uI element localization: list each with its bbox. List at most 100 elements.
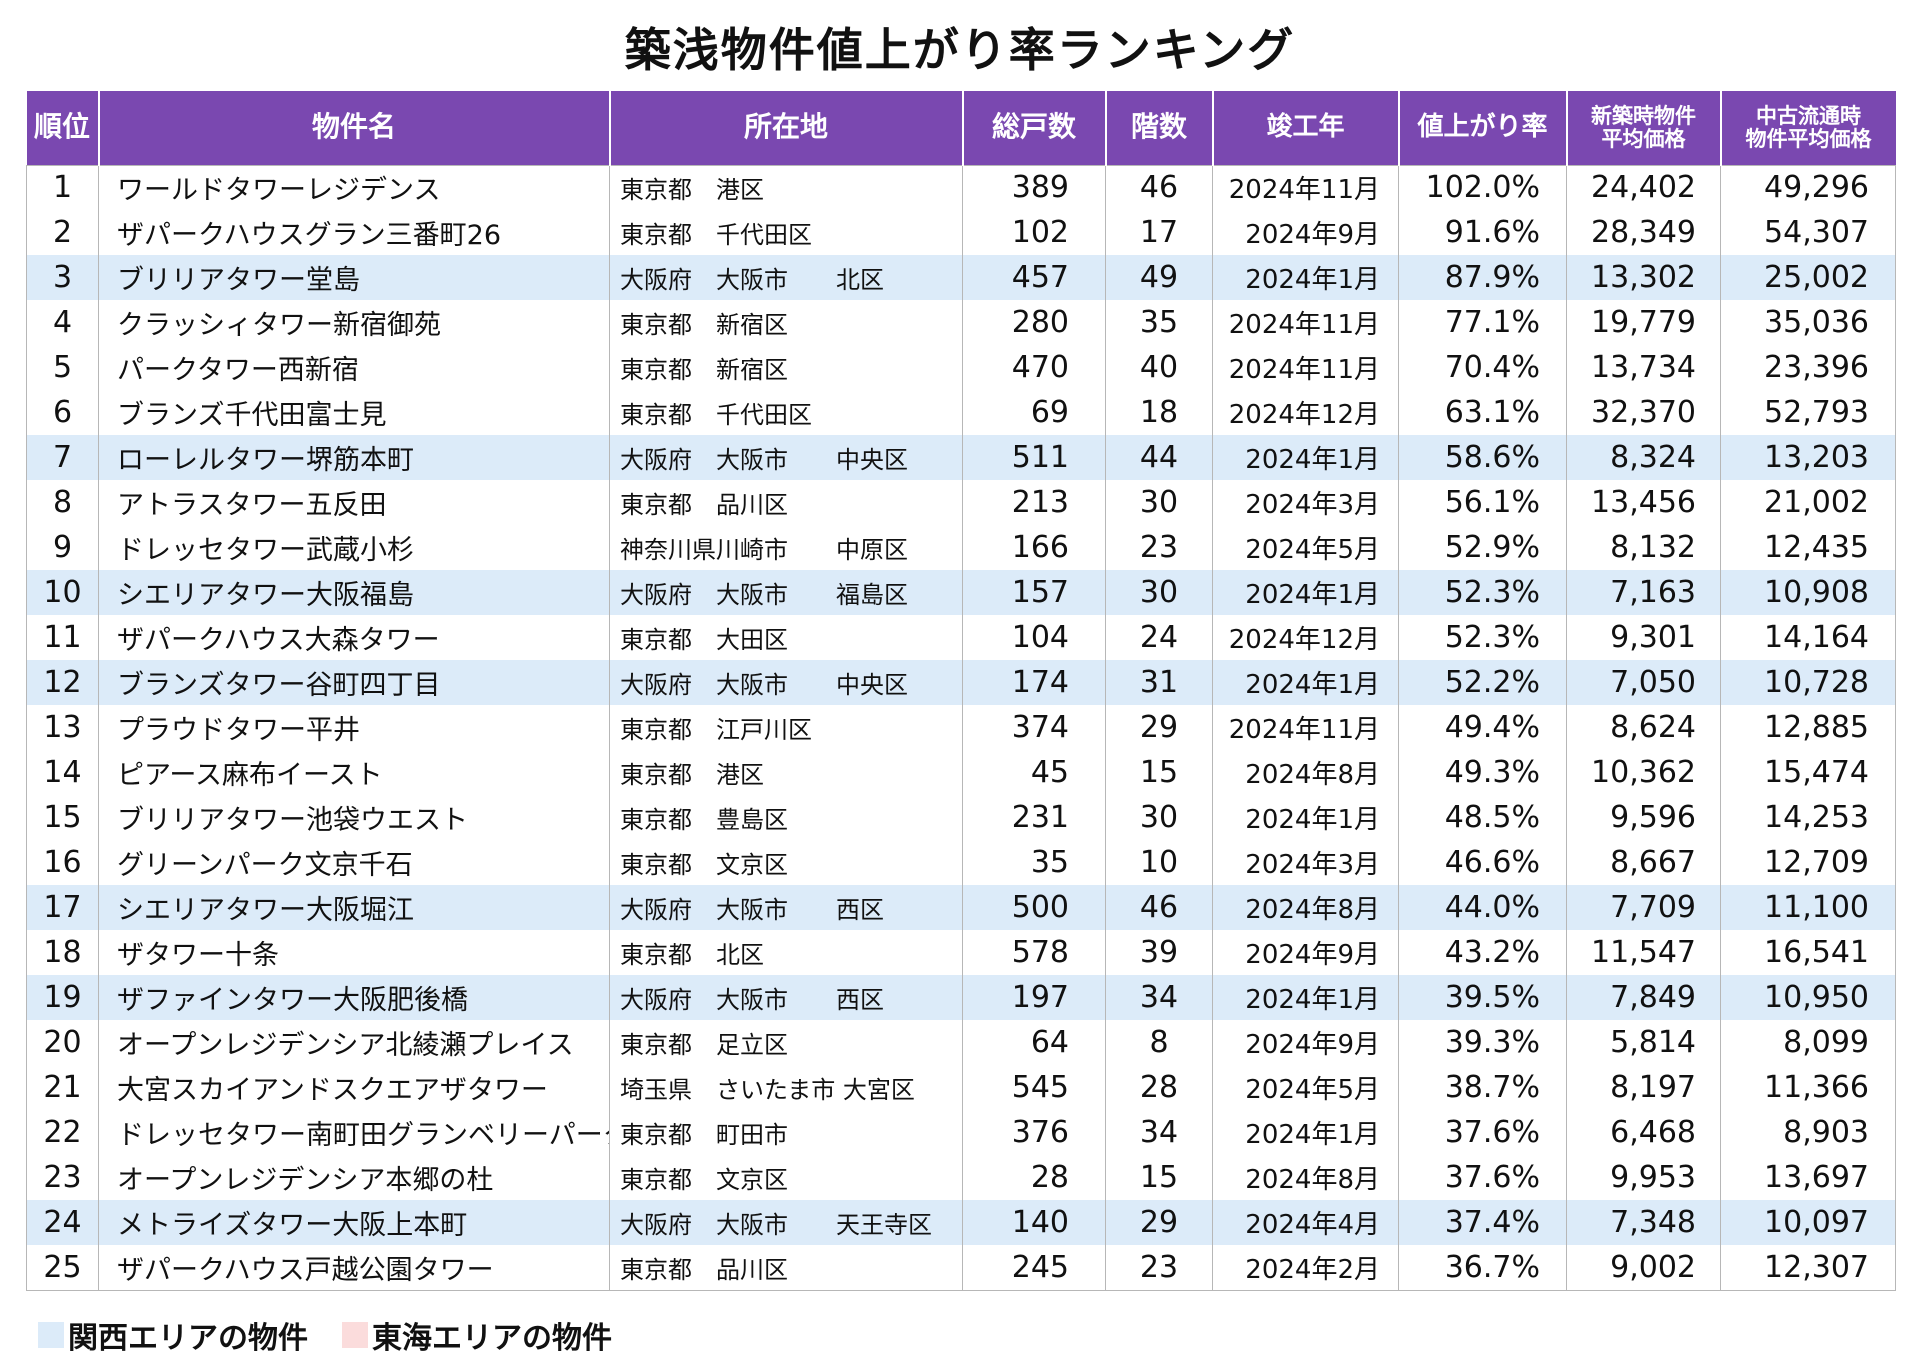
cell-new-price: 9,002	[1566, 1245, 1721, 1290]
ranking-table-container: 順位 物件名 所在地 総戸数 階数 竣工年 値上がり率 新築時物件 平均価格 中…	[26, 91, 1896, 1291]
cell-location: 大阪府 大阪市 西区	[609, 975, 963, 1020]
header-rank: 順位	[26, 91, 100, 165]
table-row: 7 ローレルタワー堺筋本町 大阪府 大阪市 中央区 511 44 2024年1月 58.6%…	[26, 435, 1896, 480]
cell-new-price: 28,349	[1566, 210, 1721, 255]
cell-property-name: ザパークハウス大森タワー	[98, 615, 610, 660]
cell-rank: 18	[26, 930, 99, 975]
cell-location: 東京都 大田区	[609, 615, 963, 660]
cell-completed: 2024年1月	[1212, 975, 1399, 1020]
cell-location: 東京都 町田市	[609, 1110, 963, 1155]
cell-used-price: 11,100	[1720, 885, 1896, 930]
cell-units: 104	[962, 615, 1106, 660]
cell-property-name: ザパークハウスグラン三番町26	[98, 210, 610, 255]
table-row: 21 大宮スカイアンドスクエアザタワー 埼玉県 さいたま市 大宮区 545 28 2024…	[26, 1065, 1896, 1110]
cell-floors: 18	[1105, 390, 1213, 435]
cell-rate: 52.3%	[1398, 570, 1567, 615]
cell-units: 213	[962, 480, 1106, 525]
legend-label-tokai: 東海エリアの物件	[372, 1321, 612, 1356]
cell-location: 東京都 品川区	[609, 480, 963, 525]
cell-new-price: 8,197	[1566, 1065, 1721, 1110]
cell-units: 280	[962, 300, 1106, 345]
cell-floors: 8	[1105, 1020, 1213, 1065]
table-row: 13 プラウドタワー平井 東京都 江戸川区 374 29 2024年11月 49.4% 8,6…	[26, 705, 1896, 750]
cell-units: 457	[962, 255, 1106, 300]
cell-property-name: ローレルタワー堺筋本町	[98, 435, 610, 480]
cell-rate: 56.1%	[1398, 480, 1567, 525]
cell-new-price: 8,624	[1566, 705, 1721, 750]
cell-location: 東京都 品川区	[609, 1245, 963, 1290]
cell-rank: 8	[26, 480, 99, 525]
cell-location: 東京都 豊島区	[609, 795, 963, 840]
cell-new-price: 7,849	[1566, 975, 1721, 1020]
table-row: 9 ドレッセタワー武蔵小杉 神奈川県川崎市 中原区 166 23 2024年5月 52.9%…	[26, 525, 1896, 570]
cell-completed: 2024年3月	[1212, 840, 1399, 885]
cell-new-price: 13,456	[1566, 480, 1721, 525]
table-row: 25 ザパークハウス戸越公園タワー 東京都 品川区 245 23 2024年2月 36.7%…	[26, 1245, 1896, 1290]
cell-used-price: 21,002	[1764, 485, 1869, 520]
header-name: 物件名	[98, 91, 611, 165]
cell-rate: 49.4%	[1398, 705, 1567, 750]
legend-swatch-kansai	[38, 1322, 64, 1348]
ranking-table: 順位 物件名 所在地 総戸数 階数 竣工年 値上がり率 新築時物件 平均価格 中…	[26, 91, 1896, 1291]
table-row: 5 パークタワー西新宿 東京都 新宿区 470 40 2024年11月 70.4% 13,73…	[26, 345, 1896, 390]
cell-rate: 38.7%	[1398, 1065, 1567, 1110]
cell-rank: 2	[26, 210, 99, 255]
cell-floors: 30	[1105, 480, 1213, 525]
cell-floors: 10	[1105, 840, 1213, 885]
cell-rank: 16	[26, 840, 99, 885]
cell-new-price: 7,163	[1566, 570, 1721, 615]
cell-floors: 17	[1105, 210, 1213, 255]
cell-floors: 34	[1105, 975, 1213, 1020]
cell-new-price: 13,734	[1566, 345, 1721, 390]
cell-location: 東京都 新宿区	[609, 300, 963, 345]
cell-used-price: 10,097	[1720, 1200, 1896, 1245]
table-row: 17 シエリアタワー大阪堀江 大阪府 大阪市 西区 500 46 2024年8月 44.0%…	[26, 885, 1896, 930]
cell-location: 大阪府 大阪市 北区	[609, 255, 963, 300]
cell-rank: 17	[26, 885, 99, 930]
header-used-price-line2: 物件平均価格	[1745, 126, 1872, 151]
cell-completed: 2024年11月	[1212, 345, 1399, 390]
cell-used-price: 52,793	[1764, 395, 1869, 430]
cell-floors: 15	[1105, 1155, 1213, 1200]
cell-floors: 24	[1105, 615, 1213, 660]
cell-floors: 30	[1105, 570, 1213, 615]
cell-new-price: 9,301	[1566, 615, 1721, 660]
cell-completed: 2024年1月	[1212, 1110, 1399, 1155]
cell-rank: 12	[26, 660, 99, 705]
cell-rank: 7	[26, 435, 99, 480]
header-rate: 値上がり率	[1398, 91, 1568, 165]
legend-item-kansai: 関西エリアの物件	[38, 1313, 308, 1357]
cell-location: 東京都 文京区	[609, 1155, 963, 1200]
cell-rate: 91.6%	[1398, 210, 1567, 255]
cell-completed: 2024年5月	[1212, 1065, 1399, 1110]
cell-rank: 15	[26, 795, 99, 840]
cell-rate: 37.6%	[1398, 1110, 1567, 1155]
cell-units: 174	[962, 660, 1106, 705]
cell-property-name: ブランズ千代田富士見	[98, 390, 610, 435]
cell-property-name: メトライズタワー大阪上本町	[98, 1200, 610, 1245]
cell-units: 64	[962, 1020, 1106, 1065]
cell-property-name: ブランズタワー谷町四丁目	[98, 660, 610, 705]
cell-property-name: プラウドタワー平井	[98, 705, 610, 750]
table-body: 1 ワールドタワーレジデンス 東京都 港区 389 46 2024年11月 102.0% 24…	[26, 165, 1896, 1290]
table-row: 14 ピアース麻布イースト 東京都 港区 45 15 2024年8月 49.3% 10,362…	[26, 750, 1896, 795]
cell-used-price: 10,908	[1720, 570, 1896, 615]
cell-rate: 36.7%	[1398, 1245, 1567, 1290]
cell-new-price: 8,324	[1566, 435, 1721, 480]
cell-rate: 37.4%	[1398, 1200, 1567, 1245]
cell-location: 東京都 新宿区	[609, 345, 963, 390]
cell-completed: 2024年8月	[1212, 1155, 1399, 1200]
cell-new-price: 13,302	[1566, 255, 1721, 300]
table-row: 10 シエリアタワー大阪福島 大阪府 大阪市 福島区 157 30 2024年1月 52.3…	[26, 570, 1896, 615]
cell-rate: 46.6%	[1398, 840, 1567, 885]
cell-completed: 2024年11月	[1212, 705, 1399, 750]
cell-property-name: ドレッセタワー武蔵小杉	[98, 525, 610, 570]
cell-new-price: 8,667	[1566, 840, 1721, 885]
cell-rank: 20	[26, 1020, 99, 1065]
legend-swatch-tokai	[342, 1322, 368, 1348]
cell-used-price: 16,541	[1764, 935, 1869, 970]
table-row: 3 ブリリアタワー堂島 大阪府 大阪市 北区 457 49 2024年1月 87.9% 13,…	[26, 255, 1896, 300]
table-row: 6 ブランズ千代田富士見 東京都 千代田区 69 18 2024年12月 63.1% 32,3…	[26, 390, 1896, 435]
cell-rate: 58.6%	[1398, 435, 1567, 480]
cell-units: 511	[962, 435, 1106, 480]
